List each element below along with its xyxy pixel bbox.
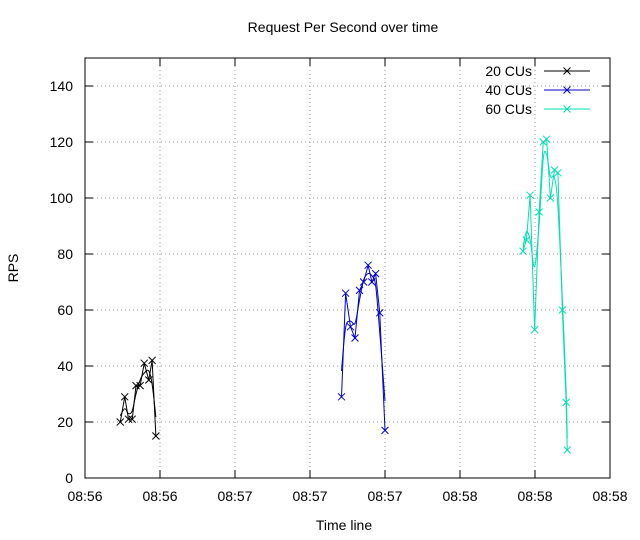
- y-tick-label: 120: [50, 134, 74, 150]
- y-tick-label: 100: [50, 190, 74, 206]
- y-axis-label: RPS: [5, 254, 21, 283]
- x-axis-label: Time line: [316, 517, 372, 533]
- data-point: [337, 392, 346, 401]
- data-point: [148, 356, 156, 365]
- data-point: [140, 359, 149, 368]
- data-point: [562, 398, 570, 407]
- data-point: [522, 236, 531, 244]
- series-layer: [116, 135, 572, 454]
- legend-label: 40 CUs: [485, 82, 532, 98]
- x-tick-label: 08:56: [67, 488, 102, 504]
- data-point: [136, 381, 144, 390]
- data-point: [359, 278, 368, 286]
- data-point: [346, 322, 355, 331]
- data-point: [128, 415, 137, 424]
- legend: 20 CUs 40 CUs 60 CUs: [485, 63, 590, 117]
- data-point: [364, 261, 372, 270]
- legend-label: 20 CUs: [485, 63, 532, 79]
- data-point: [563, 446, 572, 454]
- data-point: [116, 418, 125, 426]
- legend-marker: [563, 67, 571, 75]
- data-point: [351, 334, 359, 342]
- data-point: [355, 286, 364, 295]
- x-tick-label: 08:57: [367, 488, 402, 504]
- plot-frame: [84, 57, 611, 479]
- series-line: [341, 265, 386, 431]
- y-tick-label: 80: [57, 246, 73, 262]
- legend-marker: [563, 105, 571, 113]
- series-trend-curve: [119, 369, 157, 418]
- x-tick-label: 08:57: [217, 488, 252, 504]
- series-trend-curve: [522, 150, 568, 439]
- y-tick-label: 40: [57, 358, 73, 374]
- x-tick-label: 08:57: [292, 488, 327, 504]
- grid: [85, 58, 610, 478]
- data-point: [144, 376, 153, 384]
- x-tick-label: 08:58: [592, 488, 627, 504]
- legend-item: 40 CUs: [485, 82, 590, 98]
- data-point: [526, 191, 534, 200]
- series-trend-curve: [341, 272, 386, 402]
- chart-title: Request Per Second over time: [248, 19, 439, 35]
- y-tick-label: 60: [57, 302, 73, 318]
- data-point: [381, 426, 389, 435]
- data-point: [558, 306, 567, 314]
- series-line: [522, 138, 568, 451]
- data-point: [542, 135, 551, 144]
- series-3: [519, 135, 572, 454]
- data-point: [341, 289, 350, 298]
- data-point: [375, 308, 384, 317]
- series-2: [337, 261, 389, 435]
- legend-item: 60 CUs: [485, 101, 590, 117]
- y-tick-label: 20: [57, 414, 73, 430]
- x-tick-label: 08:56: [142, 488, 177, 504]
- legend-marker: [563, 86, 571, 94]
- data-point: [519, 247, 527, 256]
- ticks: 0 20 40 60 80 100 120 140 08:56 08:56 08:57 08:57 08…: [50, 58, 628, 504]
- data-point: [124, 415, 133, 424]
- data-point: [554, 168, 562, 177]
- data-point: [120, 392, 129, 401]
- legend-item: 20 CUs: [485, 63, 590, 79]
- data-point: [530, 325, 539, 334]
- series-1: [116, 356, 160, 440]
- x-tick-label: 08:58: [517, 488, 552, 504]
- legend-label: 60 CUs: [485, 101, 532, 117]
- x-tick-label: 08:58: [442, 488, 477, 504]
- data-point: [546, 194, 555, 202]
- data-point: [371, 269, 380, 278]
- data-point: [368, 278, 376, 286]
- data-point: [535, 208, 543, 216]
- y-tick-label: 140: [50, 78, 74, 94]
- data-point: [152, 432, 160, 440]
- y-tick-label: 0: [65, 470, 73, 486]
